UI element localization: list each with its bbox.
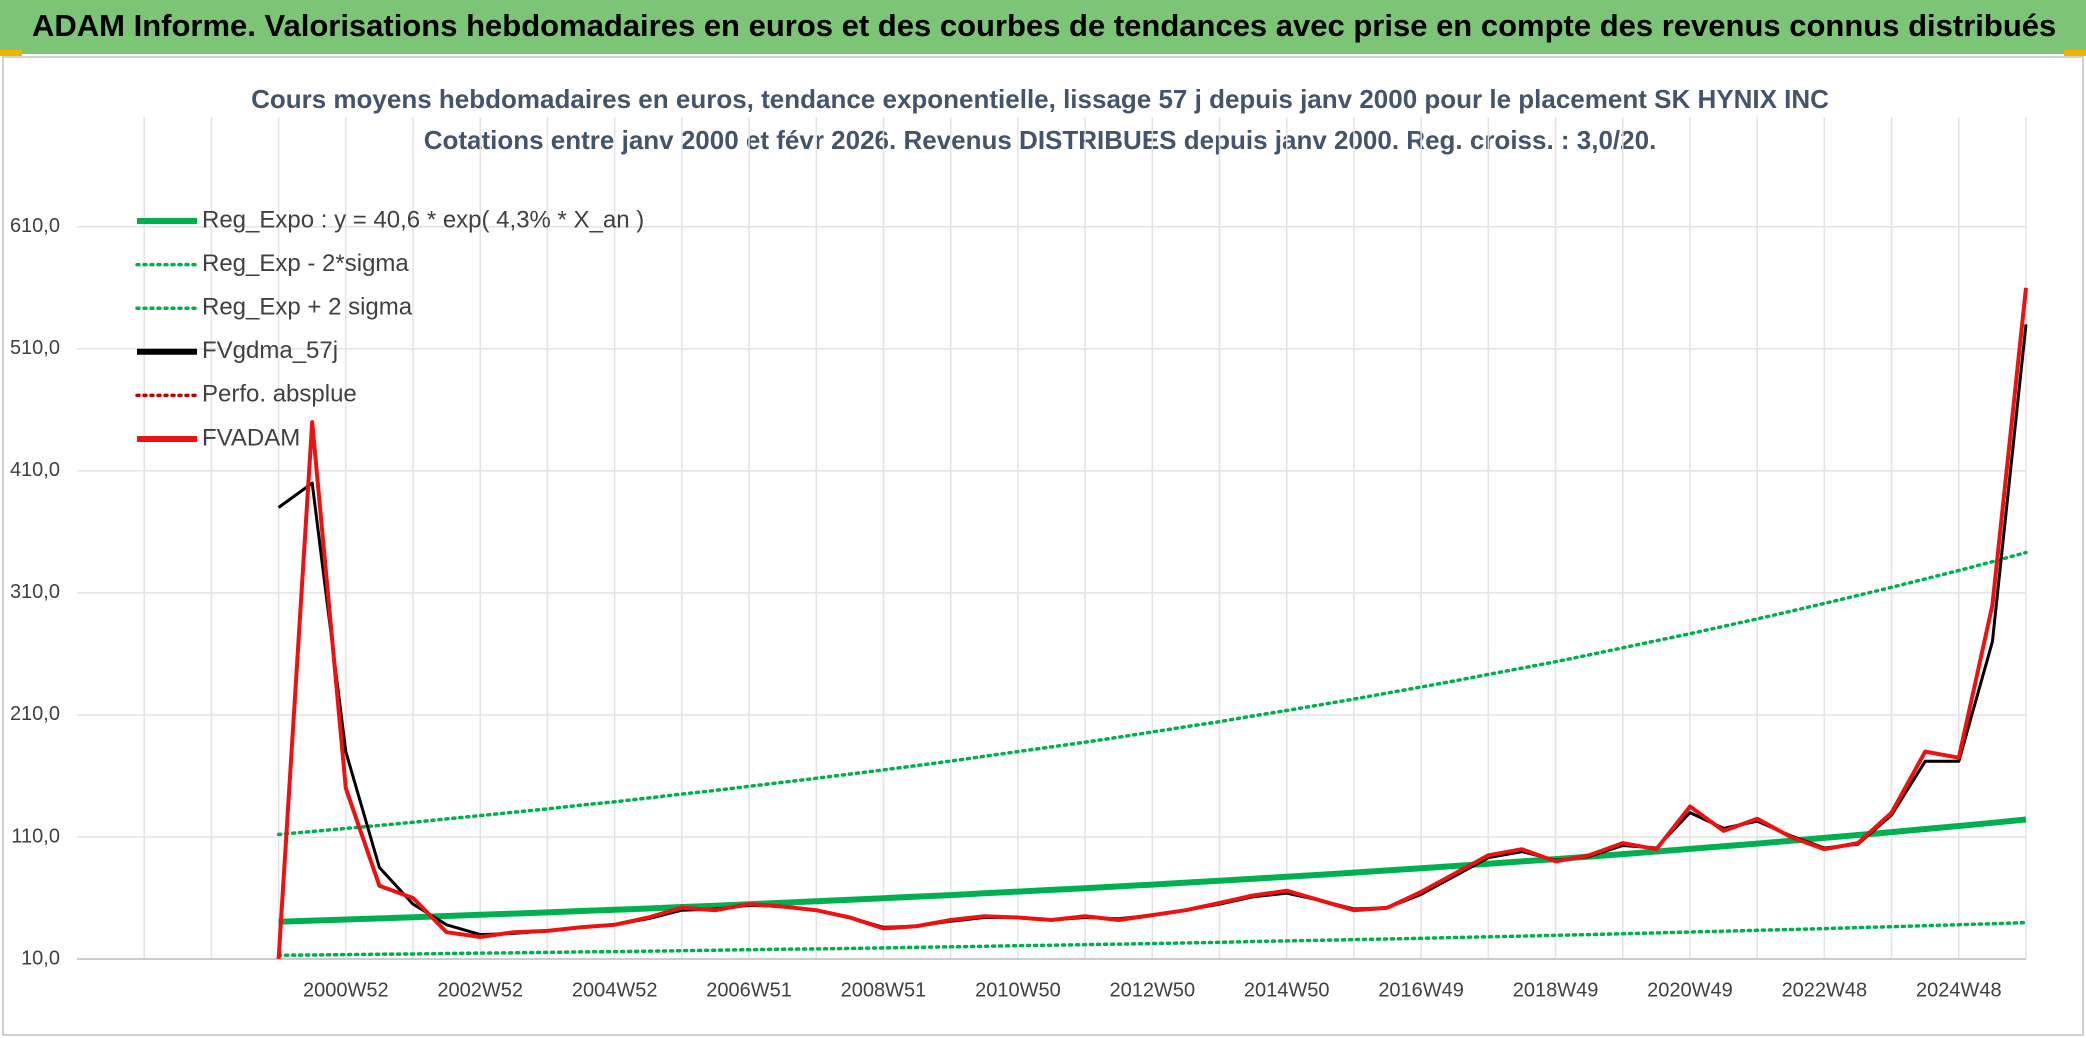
y-tick-label: 110,0 xyxy=(11,825,60,847)
title-bar xyxy=(0,0,2086,54)
x-tick-label: 2008W51 xyxy=(841,979,927,1001)
x-tick-label: 2024W48 xyxy=(1916,979,2002,1001)
legend-label: FVADAM xyxy=(202,424,300,451)
series-line xyxy=(276,287,2028,960)
legend-label: Reg_Exp - 2*sigma xyxy=(202,250,409,277)
x-tick-label: 2006W51 xyxy=(706,979,792,1001)
x-tick-label: 2000W52 xyxy=(303,979,389,1001)
series-line xyxy=(276,550,2028,837)
x-tick-label: 2010W50 xyxy=(975,979,1061,1001)
x-tick-label: 2014W50 xyxy=(1244,979,1330,1001)
series-line xyxy=(278,816,2027,925)
y-tick-label: 610,0 xyxy=(10,215,60,237)
corner-accent xyxy=(2064,50,2086,56)
y-tick-label: 210,0 xyxy=(10,703,60,725)
chart-title: Cours moyens hebdomadaires en euros, ten… xyxy=(251,84,1829,114)
legend-label: Reg_Expo : y = 40,6 * exp( 4,3% * X_an ) xyxy=(202,206,644,233)
x-tick-label: 2022W48 xyxy=(1782,979,1868,1001)
x-tick-label: 2012W50 xyxy=(1109,979,1195,1001)
x-tick-label: 2016W49 xyxy=(1378,979,1464,1001)
corner-accent xyxy=(0,50,22,56)
x-tick-label: 2002W52 xyxy=(437,979,523,1001)
chart-frame xyxy=(2,56,2084,1036)
y-tick-label: 410,0 xyxy=(10,459,60,481)
x-tick-label: 2020W49 xyxy=(1647,979,1733,1001)
series-line xyxy=(276,920,2028,958)
y-tick-label: 510,0 xyxy=(10,337,60,359)
x-tick-label: 2018W49 xyxy=(1513,979,1599,1001)
y-tick-label: 10,0 xyxy=(21,947,60,969)
legend-label: Perfo. absplue xyxy=(202,381,357,408)
page-title: ADAM Informe. Valorisations hebdomadaire… xyxy=(32,8,2056,43)
y-tick-label: 310,0 xyxy=(10,581,60,603)
x-tick-label: 2004W52 xyxy=(572,979,658,1001)
legend-label: Reg_Exp + 2 sigma xyxy=(202,294,413,321)
chart-subtitle: Cotations entre janv 2000 et févr 2026. … xyxy=(424,125,1657,155)
legend-label: FVgdma_57j xyxy=(202,337,338,364)
